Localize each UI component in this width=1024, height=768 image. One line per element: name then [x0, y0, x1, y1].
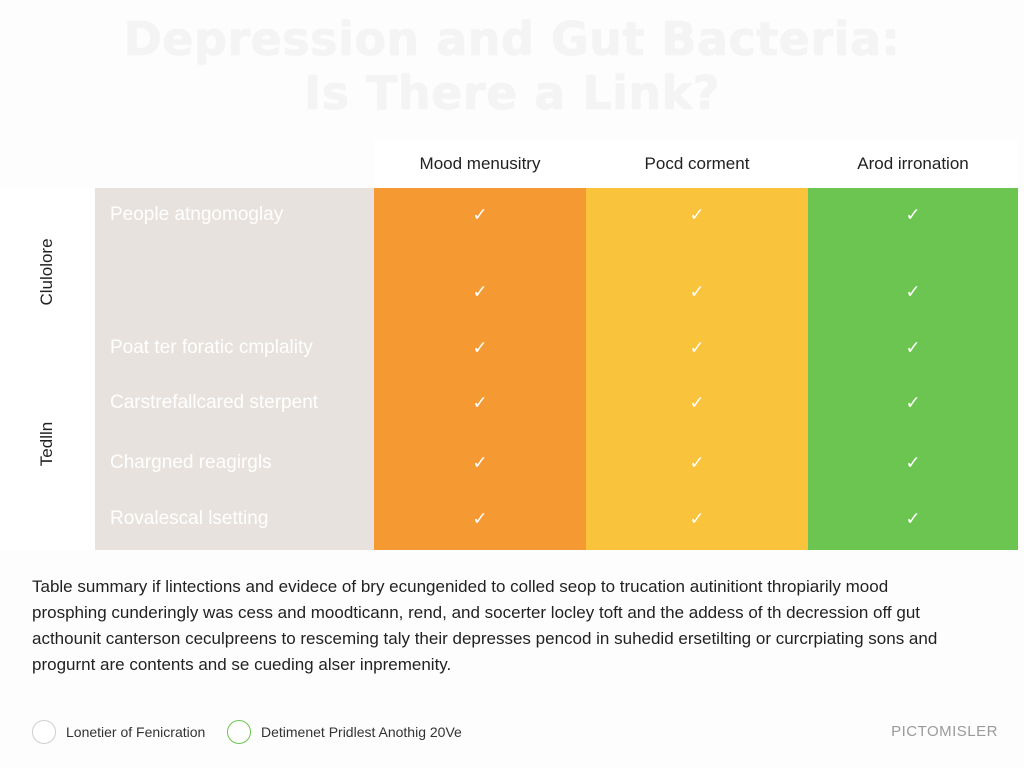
check-icon: ✓ [689, 392, 705, 414]
check-icon: ✓ [472, 204, 488, 226]
column-header-pocd: Pocd corment [586, 140, 808, 188]
check-icon: ✓ [905, 452, 921, 474]
legend-item-1: Lonetier of Fenicration [32, 718, 205, 746]
row-label: Carstrefallcared sterpent [110, 392, 319, 413]
check-icon: ✓ [905, 392, 921, 414]
title-line-2: Is There a Link? [304, 66, 720, 120]
row-label: Rovalescal lsetting [110, 508, 269, 529]
side-label-bottom: Tedlln [37, 421, 56, 467]
legend-item-2: Detimenet Pridlest Anothig 20Ve [227, 718, 462, 746]
check-icon: ✓ [905, 508, 921, 530]
row-label: Poat ter foratic cmplality [110, 337, 313, 358]
column-arod: ✓ ✓ ✓ ✓ ✓ ✓ [808, 188, 1018, 550]
check-icon: ✓ [905, 281, 921, 303]
check-icon: ✓ [472, 508, 488, 530]
check-icon: ✓ [689, 204, 705, 226]
summary-line: progurnt are contents and se cueding als… [32, 655, 452, 674]
brand-watermark: PICTOMISLER [891, 723, 998, 740]
legend-label: Detimenet Pridlest Anothig 20Ve [261, 724, 462, 740]
column-header-arod: Arod irronation [808, 140, 1018, 188]
check-icon: ✓ [472, 281, 488, 303]
summary-line: prosphing cunderingly was cess and moodt… [32, 603, 921, 622]
summary-line: Table summary if lintections and evidece… [32, 577, 889, 596]
summary-paragraph: Table summary if lintections and evidece… [32, 574, 992, 678]
legend-circle-icon [227, 720, 251, 744]
column-mood: ✓ ✓ ✓ ✓ ✓ ✓ [374, 188, 586, 550]
check-icon: ✓ [689, 281, 705, 303]
page-title: Depression and Gut Bacteria: Is There a … [0, 12, 1024, 120]
title-line-1: Depression and Gut Bacteria: [123, 12, 901, 66]
check-icon: ✓ [905, 204, 921, 226]
check-icon: ✓ [472, 337, 488, 359]
summary-line: acthounit canterson ceculpreens to resce… [32, 629, 938, 648]
row-label: People atngomoglay [110, 204, 284, 225]
table-column-headers: Mood menusitry Pocd corment Arod irronat… [374, 140, 1018, 188]
side-label-band [0, 188, 95, 550]
check-icon: ✓ [689, 337, 705, 359]
check-icon: ✓ [689, 452, 705, 474]
legend-circle-icon [32, 720, 56, 744]
check-icon: ✓ [689, 508, 705, 530]
row-label: Chargned reagirgls [110, 452, 272, 473]
legend-label: Lonetier of Fenicration [66, 724, 206, 740]
side-label-top: Clulolore [37, 238, 56, 306]
column-header-mood: Mood menusitry [374, 140, 586, 188]
check-icon: ✓ [905, 337, 921, 359]
check-icon: ✓ [472, 452, 488, 474]
column-pocd: ✓ ✓ ✓ ✓ ✓ ✓ [586, 188, 808, 550]
check-icon: ✓ [472, 392, 488, 414]
comparison-table: People atngomoglay Poat ter foratic cmpl… [95, 188, 1018, 550]
row-labels-column: People atngomoglay Poat ter foratic cmpl… [95, 188, 374, 550]
